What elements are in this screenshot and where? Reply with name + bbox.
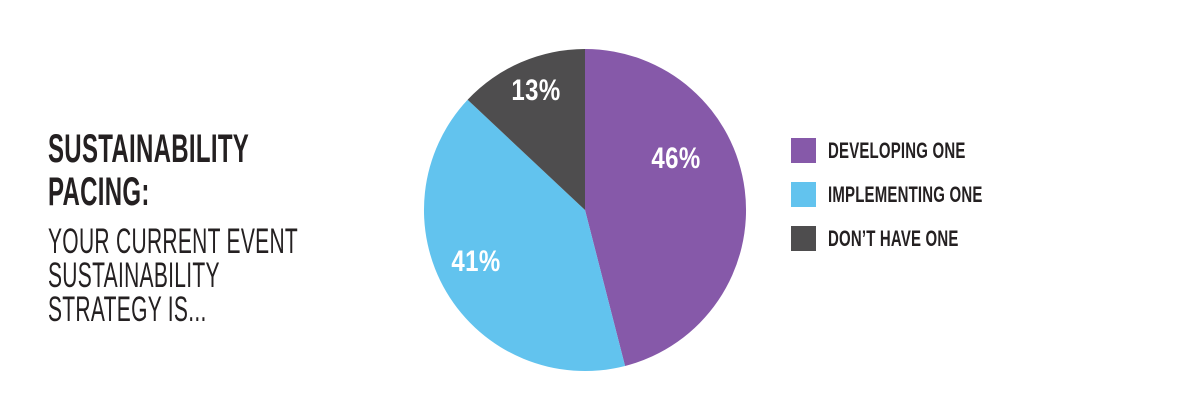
legend-row: DON’T HAVE ONE: [791, 226, 1055, 251]
pie-percent-label: 13%: [511, 74, 561, 107]
pie-slice-developing-one: [585, 48, 747, 366]
legend-row: IMPLEMENTING ONE: [791, 182, 1055, 207]
pie-chart: 46% 41% 13%: [422, 47, 748, 373]
chart-title: SUSTAINABILITY PACING:: [48, 128, 408, 214]
subtitle-line: YOUR CURRENT EVENT: [48, 222, 299, 261]
pie-percent-label: 46%: [651, 142, 701, 176]
chart-title-block: SUSTAINABILITY PACING: YOUR CURRENT EVEN…: [48, 128, 648, 329]
legend-swatch: [791, 226, 816, 251]
legend-label: DEVELOPING ONE: [828, 137, 966, 163]
title-condense-wrapper: SUSTAINABILITY PACING: YOUR CURRENT EVEN…: [48, 128, 408, 329]
legend-swatch: [791, 138, 816, 163]
title-line: SUSTAINABILITY: [48, 127, 250, 171]
subtitle-line: STRATEGY IS...: [48, 290, 207, 329]
pie-slice-don-t-have-one: [467, 48, 585, 211]
legend-label: IMPLEMENTING ONE: [828, 181, 983, 207]
chart-subtitle: YOUR CURRENT EVENT SUSTAINABILITY STRATE…: [48, 222, 408, 329]
title-line: PACING:: [48, 170, 150, 214]
pie-percent-label: 41%: [451, 245, 501, 279]
legend-swatch: [791, 182, 816, 207]
legend-row: DEVELOPING ONE: [791, 138, 1055, 163]
pie-svg: [423, 48, 747, 372]
legend: DEVELOPING ONE IMPLEMENTING ONE DON’T HA…: [791, 138, 1055, 251]
legend-label: DON’T HAVE ONE: [828, 225, 959, 251]
subtitle-line: SUSTAINABILITY: [48, 256, 220, 295]
pie-slice-implementing-one: [423, 99, 626, 372]
